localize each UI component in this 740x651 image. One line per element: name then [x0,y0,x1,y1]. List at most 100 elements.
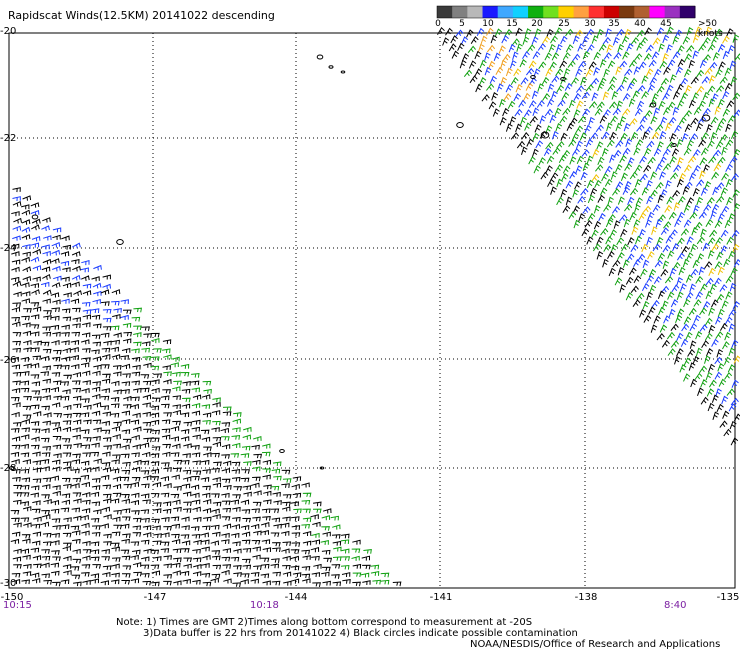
wind-barb [72,403,82,409]
wind-barb [718,117,727,126]
wind-barb [442,37,450,46]
wind-barb [113,509,122,515]
wind-barb [733,202,740,212]
wind-barb [61,276,70,282]
wind-barb [241,445,251,451]
wind-barb [70,525,80,531]
wind-barb [212,476,221,483]
wind-barb [580,76,587,86]
wind-barb [201,546,210,552]
wind-barb [100,332,110,338]
wind-barb [142,341,151,347]
wind-barb [683,373,691,382]
wind-barb [281,548,290,554]
wind-barb [683,147,692,156]
wind-barb [291,542,301,547]
wind-barb [12,200,22,207]
wind-barb [73,581,82,587]
wind-barb [271,517,281,523]
wind-barb [694,372,703,381]
y-tick-label: -22 [0,133,17,144]
wind-barb [302,555,311,561]
wind-barb [20,548,29,554]
wind-barb [201,492,211,498]
wind-barb [51,402,61,408]
wind-barb [102,493,112,499]
wind-barb [163,563,172,569]
wind-barb [262,443,271,449]
wind-barb [594,179,602,189]
wind-barb [162,443,172,449]
wind-barb [320,539,329,545]
wind-barb [573,219,581,229]
wind-barb [51,422,61,427]
wind-barb [150,564,160,570]
y-tick-label: -20 [0,26,17,37]
wind-barb [21,418,30,425]
wind-barb [283,580,292,586]
wind-barb [651,51,660,60]
wind-barb [680,338,689,347]
wind-barb [191,387,201,393]
wind-barb [170,493,180,499]
wind-barb [150,412,160,418]
wind-barb [552,147,561,155]
wind-barb [230,532,240,538]
wind-barb [12,332,22,337]
wind-barb [250,572,260,577]
wind-barb [672,91,680,100]
wind-barb [113,307,122,313]
wind-barb [242,517,252,523]
wind-barb [262,547,272,553]
wind-barb [21,256,30,263]
wind-barb [667,291,675,300]
wind-barb [272,571,281,577]
wind-barb [568,99,576,109]
wind-barb [281,483,290,488]
wind-barb [720,245,728,254]
wind-barb [142,394,152,400]
wind-barb [142,475,152,481]
wind-barb [241,531,251,537]
wind-barb [182,397,191,403]
wind-barb [31,331,40,337]
wind-barb [181,483,191,489]
wind-barb [599,77,607,86]
wind-barb [132,517,142,523]
wind-barb [80,460,90,466]
wind-barb [131,380,140,386]
wind-barb [21,291,31,297]
wind-barb [260,522,270,528]
wind-barb [242,564,252,570]
wind-barb [502,53,511,62]
wind-barb [270,485,280,491]
colorbar-swatch [679,6,696,18]
wind-barb [633,258,641,268]
wind-barb [575,165,583,174]
wind-barb [724,371,733,380]
wind-barb [513,93,521,102]
wind-barb [702,91,710,101]
wind-barb [100,395,110,401]
wind-barb [520,116,527,126]
wind-barb [515,27,523,36]
wind-barb [708,379,717,388]
wind-barb [111,289,121,295]
wind-barb [571,132,580,142]
wind-barb [202,469,211,474]
wind-barb [150,453,160,458]
wind-barb [81,564,91,569]
wind-barb [173,506,182,512]
wind-barb [660,285,670,294]
wind-barb [582,108,591,117]
wind-barb [112,313,121,320]
wind-barb [32,555,42,561]
wind-barb [724,219,732,229]
wind-barb [70,363,80,370]
wind-barb [223,485,232,490]
wind-barb [636,124,645,132]
wind-barb [273,475,282,481]
wind-barb [641,243,649,253]
wind-barb [122,438,132,444]
wind-barb [110,397,120,402]
